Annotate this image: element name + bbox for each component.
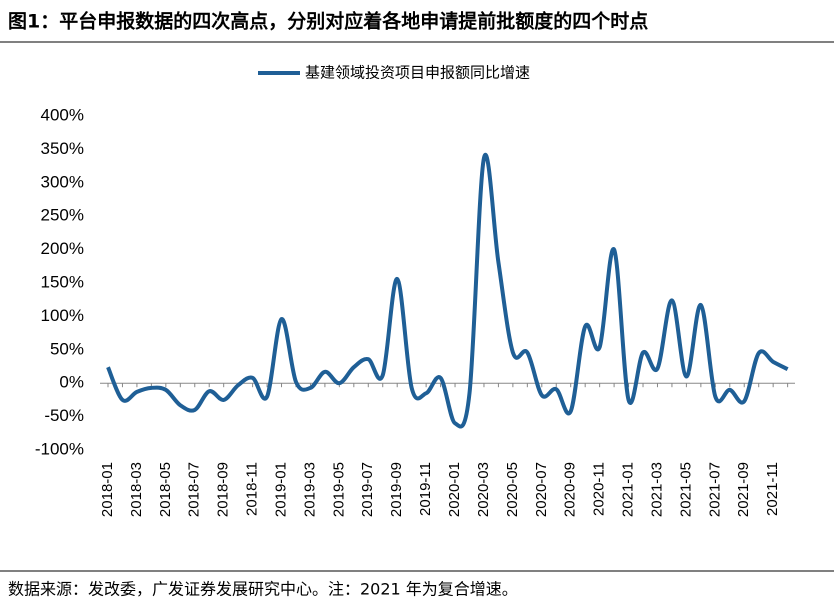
series-line [106, 153, 789, 429]
x-tick-label: 2020-09 [562, 462, 579, 517]
x-tick-label: 2021-05 [677, 462, 694, 517]
legend-label: 基建领域投资项目申报额同比增速 [305, 64, 530, 82]
x-tick-label: 2021-07 [706, 462, 723, 517]
y-tick-label: -50% [44, 406, 84, 425]
chart-title: 图1：平台申报数据的四次高点，分别对应着各地申请提前批额度的四个时点 [8, 10, 648, 33]
y-tick-label: 200% [41, 239, 84, 258]
y-tick-label: 300% [41, 172, 84, 191]
x-tick-label: 2020-05 [504, 462, 521, 517]
y-tick-label: 100% [41, 306, 84, 325]
x-tick-label: 2020-03 [475, 462, 492, 517]
x-tick-label: 2020-11 [591, 462, 608, 516]
y-tick-label: 250% [41, 206, 84, 225]
x-tick-label: 2019-11 [417, 462, 434, 516]
x-tick-label: 2018-11 [244, 462, 261, 516]
y-tick-label: 50% [50, 339, 84, 358]
x-tick-label: 2018-05 [157, 462, 174, 517]
x-tick-label: 2020-01 [446, 462, 463, 517]
x-tick-label: 2018-03 [128, 462, 145, 517]
x-tick-label: 2021-09 [735, 462, 752, 517]
x-tick-label: 2019-09 [388, 462, 405, 517]
x-tick-label: 2018-07 [186, 462, 203, 517]
x-tick-label: 2019-03 [301, 462, 318, 517]
x-tick-label: 2021-03 [648, 462, 665, 517]
y-tick-label: -100% [35, 439, 84, 458]
x-tick-label: 2018-01 [99, 462, 116, 517]
x-tick-label: 2021-01 [620, 462, 637, 517]
x-tick-label: 2019-07 [359, 462, 376, 517]
y-tick-label: 400% [41, 105, 84, 124]
y-tick-label: 350% [41, 139, 84, 158]
y-tick-label: 150% [41, 272, 84, 291]
x-tick-label: 2019-05 [330, 462, 347, 517]
x-tick-label: 2018-09 [215, 462, 232, 517]
source-note: 数据来源：发改委，广发证券发展研究中心。注：2021 年为复合增速。 [8, 580, 518, 599]
x-tick-label: 2020-07 [533, 462, 550, 517]
x-tick-label: 2019-01 [272, 462, 289, 517]
x-tick-label: 2021-11 [764, 462, 781, 516]
y-tick-label: 0% [59, 373, 84, 392]
